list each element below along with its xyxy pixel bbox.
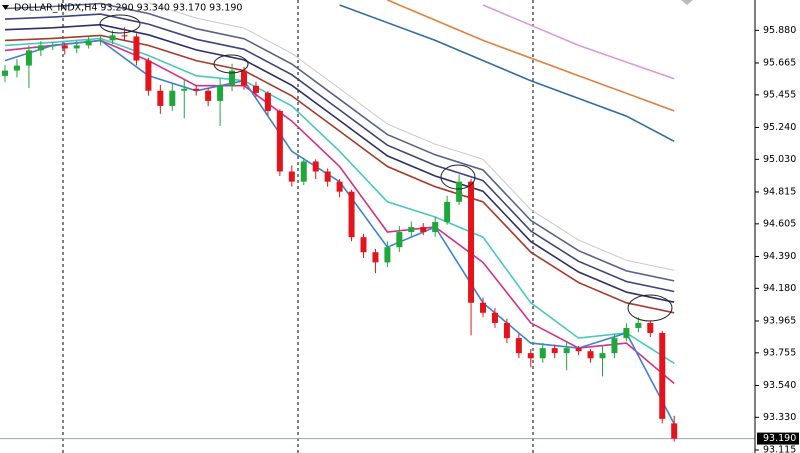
collapse-icon xyxy=(2,5,9,10)
highlight-ellipse xyxy=(213,54,249,74)
candle-body xyxy=(527,353,534,359)
candle-body xyxy=(97,40,104,42)
candle-body xyxy=(360,237,367,253)
plot-area xyxy=(0,0,755,442)
candle-body xyxy=(49,45,56,47)
moving-average xyxy=(387,0,675,112)
candle-body xyxy=(276,110,283,172)
candle-body xyxy=(25,50,32,66)
candle-body xyxy=(157,90,164,106)
candle-body xyxy=(539,348,546,359)
candle-body xyxy=(288,171,295,182)
annotations xyxy=(99,14,673,322)
y-tick-label: 94.605 xyxy=(763,218,796,229)
y-tick-label: 94.180 xyxy=(763,283,796,294)
candle-body xyxy=(420,227,427,233)
moving-average xyxy=(4,39,675,385)
candle-body xyxy=(229,70,236,86)
candle-body xyxy=(444,201,451,223)
candle-body xyxy=(300,161,307,182)
moving-average xyxy=(339,4,675,143)
candle-body xyxy=(205,90,212,101)
candle-body xyxy=(181,88,188,91)
candle-body xyxy=(408,227,415,233)
candle-body xyxy=(241,70,247,86)
y-tick-label: 93.965 xyxy=(763,315,796,326)
moving-average xyxy=(482,4,675,80)
candle-body xyxy=(37,45,44,51)
y-tick-label: 93.540 xyxy=(763,380,796,391)
candle-body xyxy=(599,353,606,359)
candle-body xyxy=(611,338,618,354)
moving-average xyxy=(4,23,675,303)
candle-body xyxy=(252,85,259,93)
candle-body xyxy=(563,348,570,354)
candle-body xyxy=(73,45,80,49)
moving-average xyxy=(148,2,675,271)
candle-body xyxy=(372,252,379,263)
highlight-ellipse xyxy=(627,294,673,322)
candle-body xyxy=(61,45,68,49)
highlight-ellipse xyxy=(440,164,476,190)
last-price-label: 93.190 xyxy=(763,433,796,444)
candle-body xyxy=(575,348,582,352)
candle-body xyxy=(121,35,128,37)
y-tick-label: 93.330 xyxy=(763,412,796,423)
scroll-marker xyxy=(681,0,693,5)
candle-body xyxy=(324,171,331,182)
candle-body xyxy=(396,232,403,248)
candle-body xyxy=(109,35,116,41)
y-tick-label: 95.455 xyxy=(763,89,796,100)
highlight-ellipse xyxy=(99,14,141,34)
candle-body xyxy=(587,351,594,359)
y-tick-label: 95.030 xyxy=(763,154,796,165)
y-tick-label: 95.665 xyxy=(763,57,796,68)
candle-body xyxy=(13,65,20,71)
candle-body xyxy=(217,85,224,101)
y-tick-label: 94.390 xyxy=(763,251,796,262)
candle-body xyxy=(468,181,475,303)
candle-body xyxy=(635,322,642,328)
candle-body xyxy=(659,332,666,419)
candle-body xyxy=(336,181,343,192)
candle-body xyxy=(193,88,200,91)
candle-body xyxy=(491,312,498,323)
last-price-box xyxy=(757,432,799,445)
candle-body xyxy=(515,338,522,354)
candle-body xyxy=(456,181,463,202)
candle-body xyxy=(551,348,558,354)
candle-body xyxy=(2,70,8,76)
candle-body xyxy=(432,222,439,233)
moving-average xyxy=(4,13,675,293)
chart-title: DOLLAR_INDX,H4 93.290 93.340 93.170 93.1… xyxy=(14,3,242,14)
candle-body xyxy=(169,90,176,106)
candle-body xyxy=(503,322,510,339)
candle-body xyxy=(133,36,140,61)
y-tick-label: 94.815 xyxy=(763,186,796,197)
candle-body xyxy=(145,60,152,91)
candle-body xyxy=(480,302,486,313)
candle-body xyxy=(671,423,678,439)
moving-average xyxy=(4,34,675,314)
candle-body xyxy=(85,40,92,46)
y-tick-label: 95.880 xyxy=(763,25,796,36)
candle-body xyxy=(384,247,391,263)
candle-body xyxy=(647,322,654,333)
moving-average xyxy=(4,2,675,282)
y-tick-label: 93.755 xyxy=(763,347,796,358)
candle-body xyxy=(264,92,271,111)
moving-average xyxy=(4,37,675,364)
y-tick-label: 93.115 xyxy=(763,444,796,453)
y-tick-label: 95.240 xyxy=(763,122,796,133)
candle-body xyxy=(623,327,630,339)
candle-body xyxy=(312,161,319,172)
candle-body xyxy=(348,191,355,238)
